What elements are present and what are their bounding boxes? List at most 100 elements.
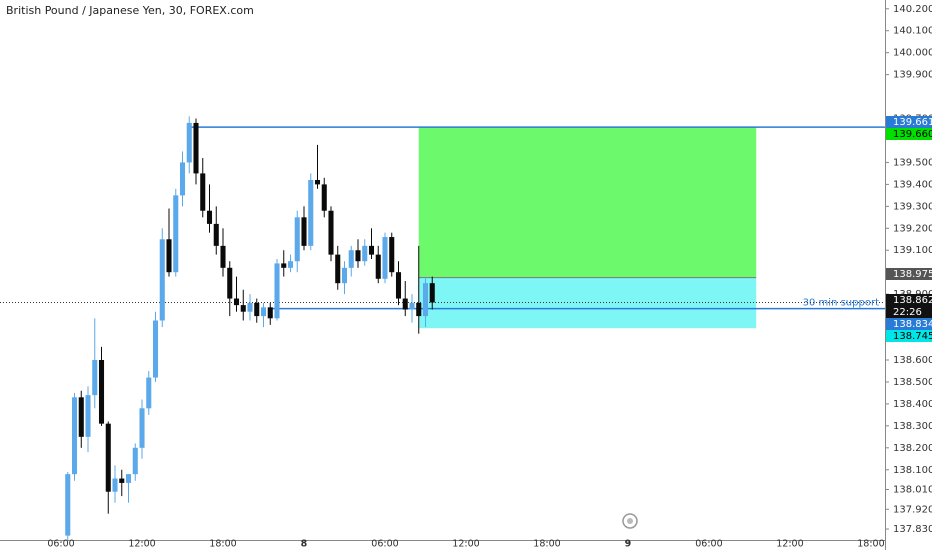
x-tick-label: 12:00: [128, 539, 155, 550]
price-badge-label: 138.862: [893, 295, 932, 306]
x-tick-label: 18:00: [533, 539, 560, 550]
candle-body: [159, 239, 165, 321]
y-tick-label: 138.010: [893, 485, 932, 496]
candle-body: [166, 239, 172, 273]
price-badge-label: 22:26: [893, 307, 922, 318]
y-tick-label: 138.300: [893, 421, 932, 432]
y-tick-label: 139.900: [893, 70, 932, 81]
price-badge: [886, 318, 932, 330]
x-tick-label: 06:00: [371, 539, 398, 550]
candle-body: [416, 302, 422, 317]
candle-body: [301, 217, 307, 246]
candle-body: [139, 408, 145, 448]
y-tick-label: 139.400: [893, 179, 932, 190]
candle-body: [173, 195, 179, 273]
y-tick-label: 138.500: [893, 377, 932, 388]
candle-body: [321, 184, 327, 211]
y-tick-label: 137.920: [893, 504, 932, 515]
candle-body: [355, 250, 361, 262]
candle-body: [152, 320, 159, 378]
candle-body: [200, 173, 206, 211]
y-tick-label: 140.100: [893, 26, 932, 37]
candle-body: [220, 245, 226, 268]
y-tick-label: 139.100: [893, 245, 932, 256]
x-tick-label: 12:00: [776, 539, 803, 550]
x-tick-label: 8: [301, 539, 308, 550]
price-badge-label: 138.745: [893, 331, 932, 342]
candle-body: [240, 305, 246, 312]
candle-body: [186, 122, 192, 163]
x-tick-label: 06:00: [695, 539, 722, 550]
candle-body: [274, 263, 280, 319]
candle-body: [362, 245, 368, 262]
y-tick-label: 140.200: [893, 4, 932, 15]
candle-body: [92, 360, 98, 396]
y-tick-label: 137.830: [893, 524, 932, 535]
candle-body: [227, 267, 233, 299]
candle-body: [382, 237, 388, 279]
price-badge: [886, 330, 932, 342]
y-tick-label: 139.300: [893, 201, 932, 212]
y-tick-label: 139.200: [893, 223, 932, 234]
candle-body: [132, 447, 138, 475]
x-tick-label: 12:00: [452, 539, 479, 550]
logo-icon: [622, 513, 638, 529]
price-badge-label: 139.660: [893, 129, 932, 140]
y-tick-label: 138.600: [893, 355, 932, 366]
price-badge: [886, 128, 932, 140]
candle-body: [314, 180, 321, 185]
price-badge: [886, 268, 932, 280]
profit-zone: [418, 127, 757, 278]
chart-title: British Pound / Japanese Yen, 30, FOREX.…: [6, 4, 254, 17]
candle-body: [429, 283, 435, 303]
candle-body: [193, 122, 199, 174]
y-tick-label: 140.000: [893, 48, 932, 59]
candle-body: [375, 254, 381, 279]
candle-body: [294, 217, 300, 262]
candle-body: [105, 423, 111, 492]
y-tick-label: 138.400: [893, 399, 932, 410]
candle-body: [85, 395, 91, 437]
candle-body: [281, 263, 287, 268]
price-badge-label: 138.834: [893, 319, 932, 330]
y-tick-label: 139.500: [893, 157, 932, 168]
candle-body: [260, 307, 267, 317]
x-tick-label: 18:00: [857, 539, 884, 550]
candle-body: [71, 397, 78, 475]
candle-body: [65, 474, 71, 536]
candle-body: [247, 302, 253, 312]
candle-body: [341, 267, 348, 284]
candle-body: [422, 283, 429, 317]
candle-body: [233, 298, 240, 306]
candle-body: [112, 478, 118, 492]
candle-body: [328, 210, 334, 255]
price-badge-label: 138.975: [893, 269, 932, 280]
price-badge-label: 139.661: [893, 117, 932, 128]
candle-body: [78, 397, 84, 437]
candle-body: [213, 223, 219, 246]
price-badge: [886, 294, 932, 306]
candle-body: [348, 250, 354, 268]
y-tick-label: 138.100: [893, 465, 932, 476]
candle-body: [254, 302, 260, 317]
price-badge: [886, 306, 932, 318]
candle-body: [146, 377, 152, 409]
candle-body: [125, 474, 132, 483]
x-tick-label: 9: [625, 539, 632, 550]
candle-body: [368, 245, 375, 255]
y-tick-label: 138.200: [893, 443, 932, 454]
candle-body: [409, 302, 415, 310]
candle-body: [267, 307, 273, 319]
candle-body: [308, 180, 314, 246]
candle-body: [287, 261, 294, 268]
price-badge: [886, 116, 932, 128]
x-tick-label: 18:00: [209, 539, 236, 550]
candle-body: [119, 478, 125, 483]
candle-body: [389, 237, 395, 273]
candle-body: [335, 254, 341, 284]
candle-body: [395, 272, 402, 299]
x-tick-label: 06:00: [47, 539, 74, 550]
support-label: 30 min support: [803, 298, 879, 309]
candle-body: [206, 210, 213, 224]
